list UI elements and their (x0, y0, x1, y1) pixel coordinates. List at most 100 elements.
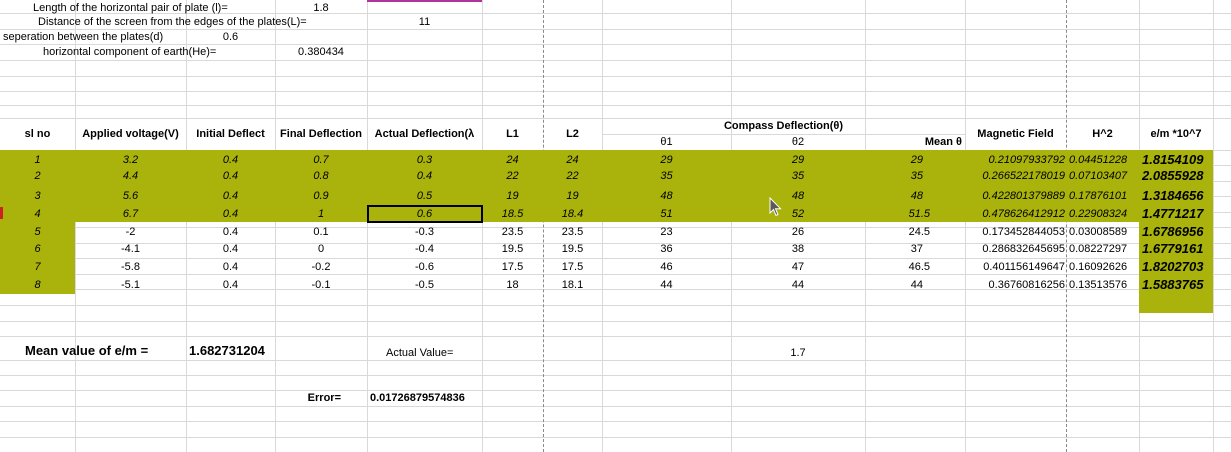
mean-em-value[interactable]: 1.682731204 (189, 343, 265, 358)
header-theta2[interactable]: θ2 (791, 136, 805, 148)
header-magnetic-field[interactable]: Magnetic Field (977, 128, 1054, 140)
cell-magnetic-field[interactable]: 0.36760816256 (988, 279, 1065, 291)
cell-voltage[interactable]: 6.7 (122, 208, 139, 220)
cell-l2[interactable]: 17.5 (561, 261, 584, 273)
cell-e-over-m[interactable]: 1.8202703 (1142, 259, 1204, 274)
cell-actual[interactable]: 0.5 (416, 190, 433, 202)
cell-theta2[interactable]: 47 (791, 261, 805, 273)
earth-value[interactable]: 0.380434 (298, 46, 344, 58)
cell-final[interactable]: 0.9 (313, 190, 329, 202)
cell-mean-theta[interactable]: 51.5 (908, 208, 930, 220)
cell-theta1[interactable]: 51 (660, 208, 673, 220)
cell-initial[interactable]: 0.4 (222, 208, 239, 220)
actual-value[interactable]: 1.7 (790, 347, 806, 359)
cell-magnetic-field[interactable]: 0.422801379889 (982, 190, 1065, 202)
cell-initial[interactable]: 0.4 (222, 190, 239, 202)
cell-initial[interactable]: 0.4 (222, 170, 239, 182)
header-initial-deflection[interactable]: Initial Deflect (196, 128, 265, 140)
cell-voltage[interactable]: -4.1 (121, 243, 140, 255)
cell-sl[interactable]: 1 (34, 154, 41, 166)
cell-final[interactable]: 0.7 (313, 154, 329, 166)
cell-l2[interactable]: 18.1 (561, 279, 584, 291)
cell-h-squared[interactable]: 0.16092626 (1069, 261, 1128, 273)
length-value[interactable]: 1.8 (313, 2, 329, 14)
cell-theta1[interactable]: 36 (660, 243, 673, 255)
header-applied-voltage[interactable]: Applied voltage(V) (82, 128, 179, 140)
cell-voltage[interactable]: 3.2 (122, 154, 139, 166)
cell-l1[interactable]: 19.5 (501, 243, 524, 255)
cell-l1[interactable]: 24 (506, 154, 519, 166)
cell-voltage[interactable]: 4.4 (122, 170, 139, 182)
cell-theta2[interactable]: 35 (791, 170, 805, 182)
cell-magnetic-field[interactable]: 0.173452844053 (982, 226, 1065, 238)
header-l2[interactable]: L2 (566, 128, 579, 140)
cell-magnetic-field[interactable]: 0.21097933792 (988, 154, 1065, 166)
cell-actual[interactable]: 0.6 (416, 208, 433, 220)
cell-theta1[interactable]: 48 (660, 190, 673, 202)
cell-sl[interactable]: 6 (34, 243, 41, 255)
header-mean-theta[interactable]: Mean θ (924, 136, 962, 148)
cell-theta1[interactable]: 46 (660, 261, 673, 273)
cell-mean-theta[interactable]: 35 (910, 170, 923, 182)
header-final-deflection[interactable]: Final Deflection (280, 128, 362, 140)
distance-value[interactable]: 11 (418, 16, 431, 28)
cell-initial[interactable]: 0.4 (222, 279, 239, 291)
cell-voltage[interactable]: 5.6 (122, 190, 139, 202)
cell-e-over-m[interactable]: 1.3184656 (1142, 188, 1204, 203)
cell-h-squared[interactable]: 0.08227297 (1069, 243, 1128, 255)
cell-sl[interactable]: 7 (34, 261, 41, 273)
selected-cell-outline[interactable] (367, 205, 483, 223)
cell-sl[interactable]: 2 (34, 170, 41, 182)
cell-theta2[interactable]: 26 (791, 226, 805, 238)
cell-sl[interactable]: 5 (34, 226, 41, 238)
cell-actual[interactable]: -0.6 (415, 261, 434, 273)
cell-h-squared[interactable]: 0.17876101 (1069, 190, 1128, 202)
cell-sl[interactable]: 3 (34, 190, 41, 202)
cell-theta2[interactable]: 38 (791, 243, 805, 255)
cell-magnetic-field[interactable]: 0.266522178019 (982, 170, 1065, 182)
cell-theta1[interactable]: 35 (660, 170, 673, 182)
cell-theta2[interactable]: 48 (791, 190, 805, 202)
header-compass-deflection[interactable]: Compass Deflection(θ) (723, 120, 844, 132)
cell-mean-theta[interactable]: 37 (910, 243, 923, 255)
separation-value[interactable]: 0.6 (222, 31, 239, 43)
cell-e-over-m[interactable]: 2.0855928 (1142, 168, 1204, 183)
cell-theta2[interactable]: 29 (791, 154, 805, 166)
cell-l1[interactable]: 18.5 (501, 208, 524, 220)
cell-final[interactable]: -0.1 (311, 279, 331, 291)
cell-actual[interactable]: -0.4 (415, 243, 434, 255)
cell-magnetic-field[interactable]: 0.401156149647 (983, 261, 1065, 273)
header-l1[interactable]: L1 (506, 128, 519, 140)
error-value[interactable]: 0.01726879574836 (370, 392, 465, 404)
cell-e-over-m[interactable]: 1.5883765 (1142, 277, 1204, 292)
cell-e-over-m[interactable]: 1.6779161 (1142, 241, 1204, 256)
cell-l2[interactable]: 22 (566, 170, 579, 182)
cell-l2[interactable]: 24 (566, 154, 579, 166)
cell-theta2[interactable]: 44 (791, 279, 805, 291)
cell-voltage[interactable]: -2 (125, 226, 136, 238)
header-theta1[interactable]: θ1 (660, 136, 673, 148)
header-e-over-m[interactable]: e/m *10^7 (1150, 128, 1202, 140)
cell-l1[interactable]: 18 (506, 279, 519, 291)
cell-mean-theta[interactable]: 44 (910, 279, 923, 291)
header-sl-no[interactable]: sl no (24, 128, 51, 140)
cell-l1[interactable]: 19 (506, 190, 519, 202)
cell-sl[interactable]: 8 (34, 279, 41, 291)
cell-initial[interactable]: 0.4 (222, 243, 239, 255)
cell-sl[interactable]: 4 (34, 208, 41, 220)
cell-final[interactable]: 0 (317, 243, 325, 255)
cell-l1[interactable]: 22 (506, 170, 519, 182)
cell-mean-theta[interactable]: 48 (910, 190, 923, 202)
cell-h-squared[interactable]: 0.22908324 (1069, 208, 1128, 220)
cell-actual[interactable]: -0.5 (415, 279, 434, 291)
cell-l1[interactable]: 23.5 (501, 226, 524, 238)
cell-l2[interactable]: 19 (566, 190, 579, 202)
cell-actual[interactable]: 0.4 (416, 170, 433, 182)
cell-e-over-m[interactable]: 1.4771217 (1142, 206, 1204, 221)
cell-actual[interactable]: -0.3 (415, 226, 434, 238)
cell-e-over-m[interactable]: 1.6786956 (1142, 224, 1204, 239)
cell-mean-theta[interactable]: 46.5 (908, 261, 930, 273)
cell-actual[interactable]: 0.3 (416, 154, 433, 166)
cell-e-over-m[interactable]: 1.8154109 (1142, 152, 1204, 167)
